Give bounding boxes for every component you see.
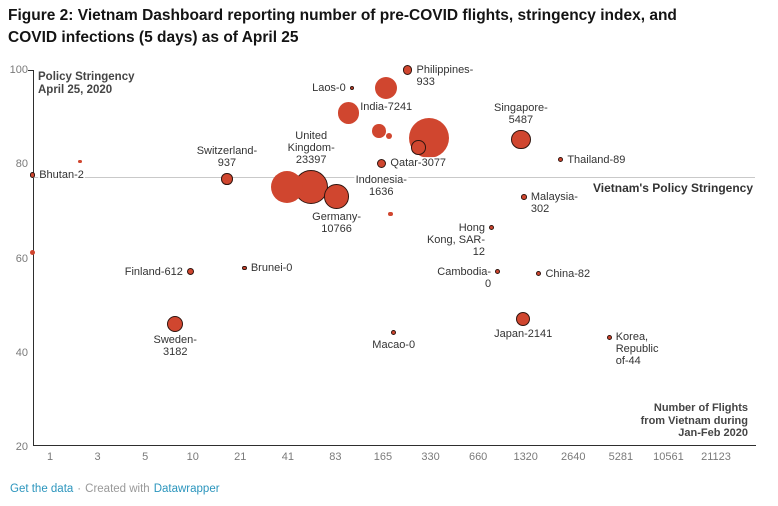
label-japan: Japan-2141 (493, 327, 554, 340)
bubble-finland (186, 268, 195, 276)
x-axis-line (32, 445, 756, 446)
get-the-data-link[interactable]: Get the data (10, 483, 74, 495)
x-tick-83: 83 (329, 451, 342, 463)
label-korea: Korea, Republic of-44 (614, 331, 660, 368)
x-tick-5: 5 (142, 451, 149, 463)
label-bhutan: Bhutan-2 (38, 169, 85, 182)
x-axis-title-line3: Jan-Feb 2020 (678, 427, 748, 439)
footer: Get the data · Created with Datawrapper (10, 483, 220, 495)
figure-title: Figure 2: Vietnam Dashboard reporting nu… (8, 7, 677, 46)
bubble-brunei (242, 265, 247, 271)
bubble-unlabeled-7 (388, 211, 393, 216)
y-axis-title-line1: Policy Stringency (38, 71, 135, 83)
bubble-unlabeled-2 (29, 249, 36, 256)
bubble-unlabeled-5 (386, 132, 393, 139)
bubble-qatar (410, 140, 426, 156)
bubble-thailand (558, 157, 564, 163)
footer-separator: · (77, 483, 82, 495)
label-philippines: Philippines- 933 (415, 64, 475, 88)
label-cambodia: Cambodia- 0 (436, 265, 493, 290)
bubble-laos (349, 85, 355, 91)
bubble-united-kingdom (293, 169, 329, 205)
y-tick-40: 40 (15, 346, 28, 359)
bubble-japan (516, 311, 531, 326)
bubble-bhutan (29, 172, 36, 178)
bubble-singapore (511, 129, 531, 149)
bubble-hong-kong (489, 225, 495, 231)
y-axis-top-tick (28, 70, 33, 71)
y-tick-80: 80 (15, 158, 28, 171)
bubble-unlabeled-1 (78, 159, 82, 164)
y-tick-100: 100 (9, 64, 28, 76)
label-singapore: Singapore- 5487 (492, 101, 549, 126)
bubble-unlabeled-4 (372, 124, 386, 138)
bubble-switzerland (221, 173, 233, 185)
label-hong-kong: Hong Kong, SAR- 12 (425, 221, 487, 258)
bubble-korea (606, 334, 612, 340)
x-tick-660: 660 (468, 451, 488, 463)
label-laos: Laos-0 (311, 81, 347, 94)
x-tick-21123: 21123 (701, 451, 731, 463)
x-axis-title-line2: from Vietnam during (640, 414, 748, 427)
x-tick-330: 330 (421, 451, 440, 463)
x-tick-165: 165 (373, 451, 393, 463)
x-tick-3: 3 (94, 451, 101, 463)
x-tick-41: 41 (281, 451, 294, 463)
bubble-unlabeled-3 (337, 102, 360, 124)
label-finland: Finland-612 (123, 265, 184, 278)
x-tick-5281: 5281 (608, 451, 634, 463)
x-tick-1320: 1320 (513, 451, 538, 463)
vietnam-stringency-label: Vietnam's Policy Stringency (592, 181, 753, 195)
label-malaysia: Malaysia- 302 (529, 190, 579, 215)
x-tick-10561: 10561 (653, 451, 684, 463)
label-indonesia: Indonesia- 1636 (354, 174, 408, 199)
label-india: India-7241 (359, 101, 414, 114)
y-tick-20: 20 (15, 441, 28, 454)
bubble-india (375, 77, 398, 100)
footer-credit: Created with (85, 483, 150, 495)
x-tick-21: 21 (234, 451, 247, 463)
label-brunei: Brunei-0 (249, 261, 294, 274)
x-axis-title-line1: Number of Flights (653, 402, 748, 414)
x-tick-10: 10 (186, 451, 199, 463)
label-switzerland: Switzerland- 937 (195, 145, 259, 170)
bubble-cambodia (495, 269, 501, 275)
y-axis-title: Policy Stringency April 25, 2020 (38, 71, 135, 97)
label-qatar: Qatar-3077 (389, 157, 448, 170)
bubble-indonesia (376, 158, 386, 169)
label-united-kingdom: United Kingdom- 23397 (286, 129, 336, 166)
datawrapper-link[interactable]: Datawrapper (153, 483, 220, 495)
label-china: China-82 (544, 267, 592, 280)
bubble-sweden (167, 315, 184, 332)
x-tick-1: 1 (46, 451, 54, 463)
label-thailand: Thailand-89 (566, 153, 627, 166)
label-germany: Germany- 10766 (311, 210, 363, 235)
bubble-china (536, 271, 542, 277)
bubble-philippines (403, 65, 413, 75)
bubble-unlabeled-8 (271, 170, 304, 203)
label-macao: Macao-0 (371, 338, 417, 351)
x-tick-2640: 2640 (561, 451, 586, 463)
x-axis-title: Number of Flights from Vietnam during Ja… (641, 402, 748, 440)
bubble-macao (391, 329, 397, 335)
label-sweden: Sweden- 3182 (152, 333, 198, 358)
y-tick-60: 60 (15, 252, 28, 265)
y-axis-title-line2: April 25, 2020 (38, 84, 113, 96)
bubble-malaysia (521, 194, 527, 200)
y-axis-line (32, 70, 34, 445)
bubble-germany (324, 184, 349, 209)
